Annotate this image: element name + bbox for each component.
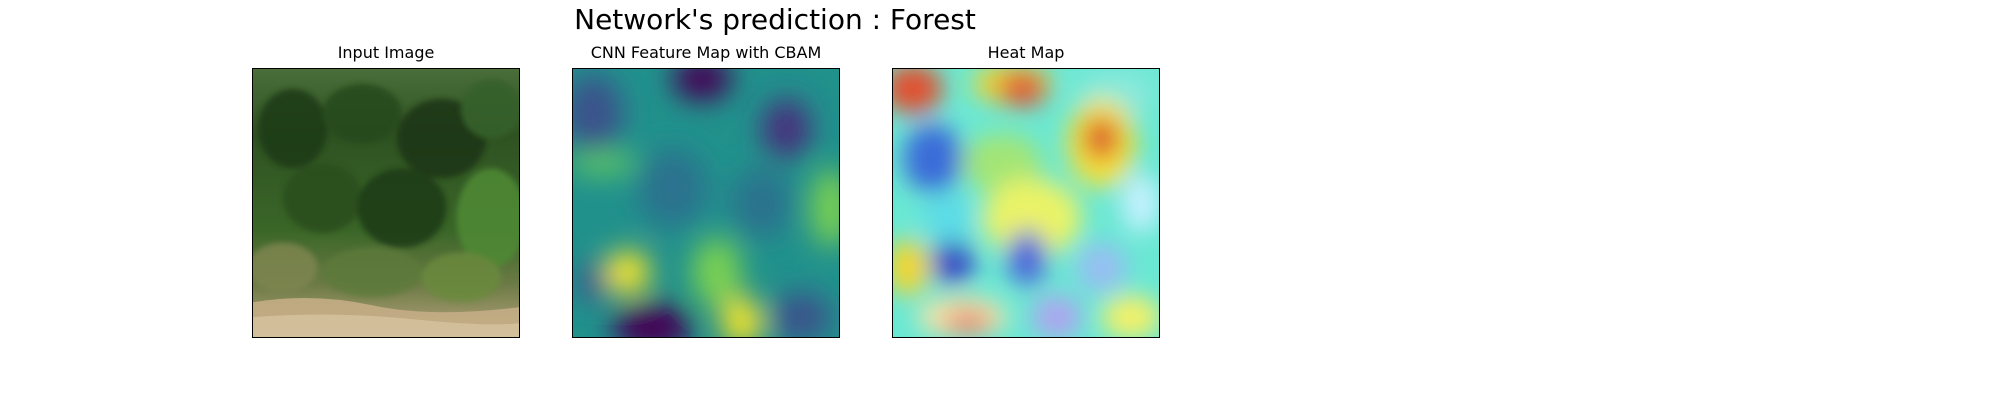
forest-photo <box>253 69 519 337</box>
feature-map-title: CNN Feature Map with CBAM <box>590 43 822 62</box>
input-image-title: Input Image <box>337 43 435 62</box>
feature-map-panel <box>572 68 840 338</box>
heat-map-panel <box>892 68 1160 338</box>
feature-map-image <box>573 69 839 337</box>
heat-map-title: Heat Map <box>987 43 1065 62</box>
heat-map-image <box>893 69 1159 337</box>
input-image-panel <box>252 68 520 338</box>
figure-title: Network's prediction : Forest <box>574 3 976 36</box>
